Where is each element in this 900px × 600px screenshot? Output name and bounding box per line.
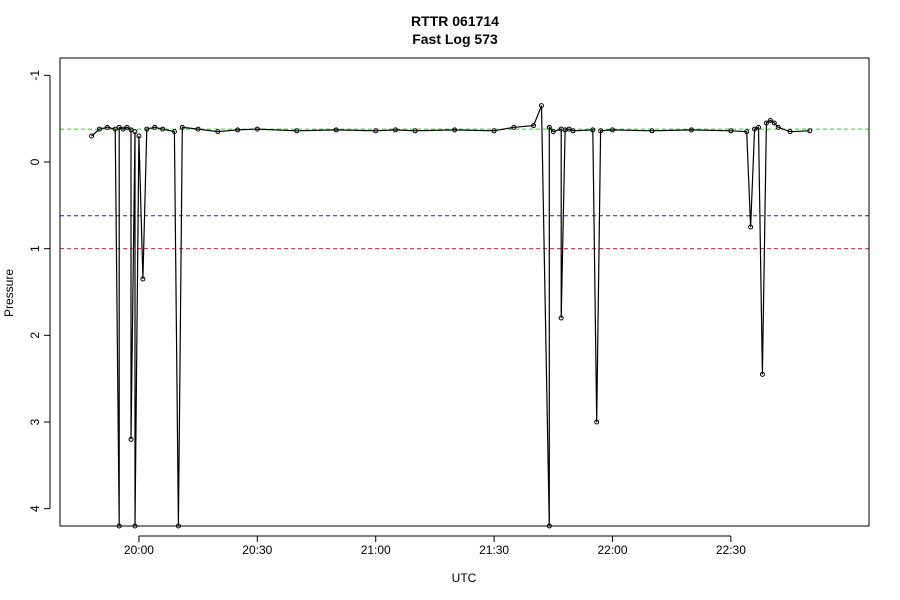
y-tick-label: 4 (28, 505, 42, 512)
data-point (752, 126, 758, 132)
data-point (787, 129, 793, 135)
data-point (756, 124, 762, 130)
y-tick-label: 0 (28, 158, 42, 165)
y-axis: -1 0 1 2 3 4 (28, 70, 51, 512)
data-point (136, 133, 142, 139)
data-point (112, 126, 118, 132)
data-point (254, 126, 260, 132)
x-axis: 20:00 20:30 21:00 21:30 22:00 22:30 (124, 535, 746, 557)
data-point (373, 128, 379, 134)
data-point (412, 128, 418, 134)
data-point (728, 128, 734, 134)
data-point (128, 127, 134, 133)
data-point (807, 128, 813, 134)
plot-frame (59, 57, 870, 527)
data-point (140, 276, 146, 282)
data-point (546, 124, 552, 130)
x-tick-label: 21:00 (361, 543, 391, 557)
x-tick-label: 22:30 (716, 543, 746, 557)
data-point (215, 129, 221, 135)
data-point (759, 371, 765, 377)
data-point (171, 129, 177, 135)
data-point (649, 128, 655, 134)
data-point (152, 124, 158, 130)
data-point (570, 128, 576, 134)
data-point (538, 103, 544, 109)
x-tick-label: 20:00 (124, 543, 154, 557)
y-tick-label: 1 (28, 245, 42, 252)
data-point (294, 128, 300, 134)
series-line-0 (91, 105, 810, 527)
y-tick-label: -1 (28, 70, 42, 81)
data-point (688, 127, 694, 133)
x-tick-label: 22:00 (597, 543, 627, 557)
data-point (511, 124, 517, 130)
data-point (124, 124, 130, 130)
data-point (550, 129, 556, 135)
data-point (116, 124, 122, 130)
data-point (128, 436, 134, 442)
data-point (89, 133, 95, 139)
y-tick-label: 3 (28, 418, 42, 425)
data-point (590, 127, 596, 133)
data-point (491, 128, 497, 134)
data-point (392, 127, 398, 133)
data-point (558, 315, 564, 321)
data-point (179, 124, 185, 130)
data-point (120, 126, 126, 132)
x-tick-label: 21:30 (479, 543, 509, 557)
data-point (235, 127, 241, 133)
data-point (775, 124, 781, 130)
series-layer (89, 103, 813, 529)
data-point (748, 224, 754, 230)
data-point (132, 129, 138, 135)
data-point (96, 126, 102, 132)
data-point (452, 127, 458, 133)
y-tick-label: 2 (28, 332, 42, 339)
data-point (195, 126, 201, 132)
x-axis-label: UTC (452, 571, 477, 585)
data-point (531, 123, 537, 129)
data-point (144, 126, 150, 132)
y-axis-label: Pressure (2, 269, 16, 317)
data-point (333, 127, 339, 133)
data-point (744, 129, 750, 135)
data-point (767, 117, 773, 123)
data-point (104, 124, 110, 130)
data-point (160, 126, 166, 132)
chart-subtitle: Fast Log 573 (412, 31, 498, 47)
data-point (566, 126, 572, 132)
data-point (609, 127, 615, 133)
data-point (771, 120, 777, 126)
data-point (763, 120, 769, 126)
data-point (594, 419, 600, 425)
x-tick-label: 20:30 (242, 543, 272, 557)
chart-title: RTTR 061714 (411, 13, 499, 29)
data-point (598, 128, 604, 134)
